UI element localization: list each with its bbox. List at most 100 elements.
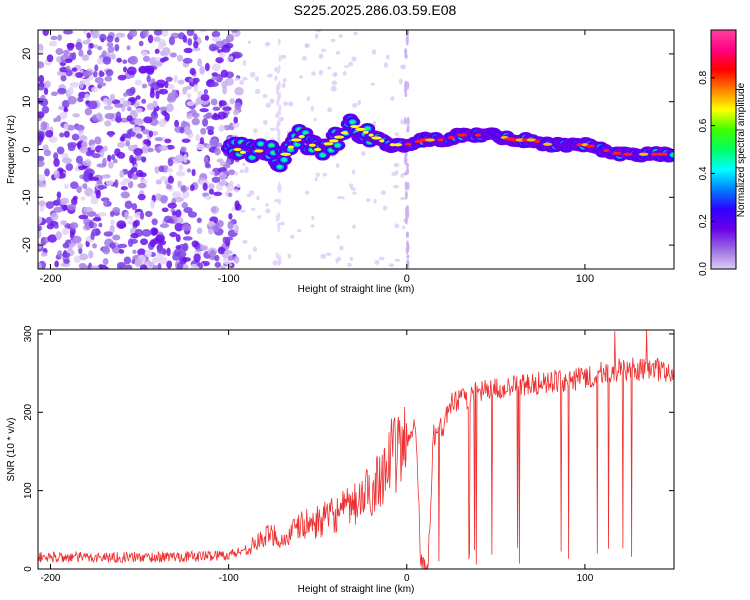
noise-blob [56,115,61,123]
noise-blob [322,172,327,177]
noise-blob [146,139,152,147]
noise-blob [130,233,139,239]
noise-blob [84,107,93,116]
stripe-blob [278,254,282,262]
noise-blob [117,74,127,81]
noise-blob [38,111,45,119]
ridge-hotspot [298,134,305,139]
noise-blob [151,218,158,226]
noise-blob [99,33,107,42]
stripe-blob [404,92,408,98]
noise-blob [109,242,116,249]
noise-blob [62,242,70,249]
noise-blob [97,45,103,51]
noise-blob [97,212,107,217]
noise-blob [98,222,103,228]
noise-blob [63,130,70,138]
noise-blob [137,193,146,201]
noise-blob [116,57,123,63]
noise-blob [252,246,258,252]
noise-blob [380,190,387,195]
noise-blob [266,73,273,78]
noise-blob [129,154,135,164]
noise-blob [224,236,234,241]
noise-blob [159,223,170,229]
noise-blob [184,128,193,135]
noise-blob [202,182,208,191]
noise-blob [175,154,184,164]
noise-blob [83,206,94,213]
noise-blob [199,65,205,75]
noise-blob [126,66,137,76]
noise-blob [38,155,45,162]
noise-blob [203,88,209,95]
noise-blob [79,253,89,261]
ridge-hotspot [340,131,349,135]
noise-blob [224,170,230,175]
noise-blob [131,259,136,265]
noise-blob [122,100,132,107]
noise-blob [99,82,107,87]
stripe-blob [405,162,409,169]
noise-blob [106,41,114,48]
noise-blob [187,37,193,46]
noise-blob [225,158,232,167]
noise-blob [93,44,99,49]
noise-blob [208,183,215,190]
bottom-y-tick-label: 200 [23,403,34,420]
ridge-hotspot [655,152,664,156]
noise-blob [79,80,84,89]
noise-blob [199,30,208,33]
noise-blob [193,40,199,49]
noise-blob [339,245,344,251]
stripe-blob [277,95,281,102]
noise-blob [371,49,377,55]
noise-blob [348,183,354,189]
noise-blob [283,101,289,107]
noise-blob [207,129,214,136]
noise-blob [189,184,195,192]
noise-blob [216,219,224,228]
noise-blob [140,238,149,246]
noise-blob [67,86,74,96]
noise-blob [214,147,221,156]
noise-blob [228,213,233,220]
noise-blob [226,263,233,267]
noise-blob [388,263,395,268]
noise-blob [155,148,161,154]
noise-blob [204,195,213,200]
noise-blob [82,160,92,167]
noise-blob [69,181,79,189]
noise-blob [159,175,168,181]
noise-blob [97,264,108,269]
noise-blob [89,192,97,199]
ridge-hotspot [233,147,242,152]
ridge-blob [258,142,263,146]
colorbar-tick-label: 0.2 [698,214,709,228]
noise-blob [233,225,238,231]
noise-blob [60,74,67,82]
bottom-y-tick-label: 0 [23,566,34,572]
noise-blob [186,101,195,107]
stripe-blob [278,54,282,62]
ridge-hotspot [424,138,435,142]
noise-blob [167,158,174,167]
stripe-blob [404,190,408,200]
noise-blob [134,154,143,161]
ridge-hotspot [287,145,295,149]
noise-blob [146,74,151,83]
top-y-tick-label: -10 [21,189,33,205]
ridge-blob [295,142,299,146]
noise-blob [130,109,136,116]
ridge-hotspot [371,136,382,140]
ridge-hotspot [603,148,610,153]
noise-blob [313,117,317,122]
ridge-hotspot [362,130,369,134]
noise-blob [142,30,149,38]
noise-blob [222,164,231,169]
noise-blob [104,76,113,82]
noise-blob [50,35,58,41]
stripe-blob [277,128,281,136]
noise-blob [107,45,115,54]
noise-blob [119,170,125,178]
